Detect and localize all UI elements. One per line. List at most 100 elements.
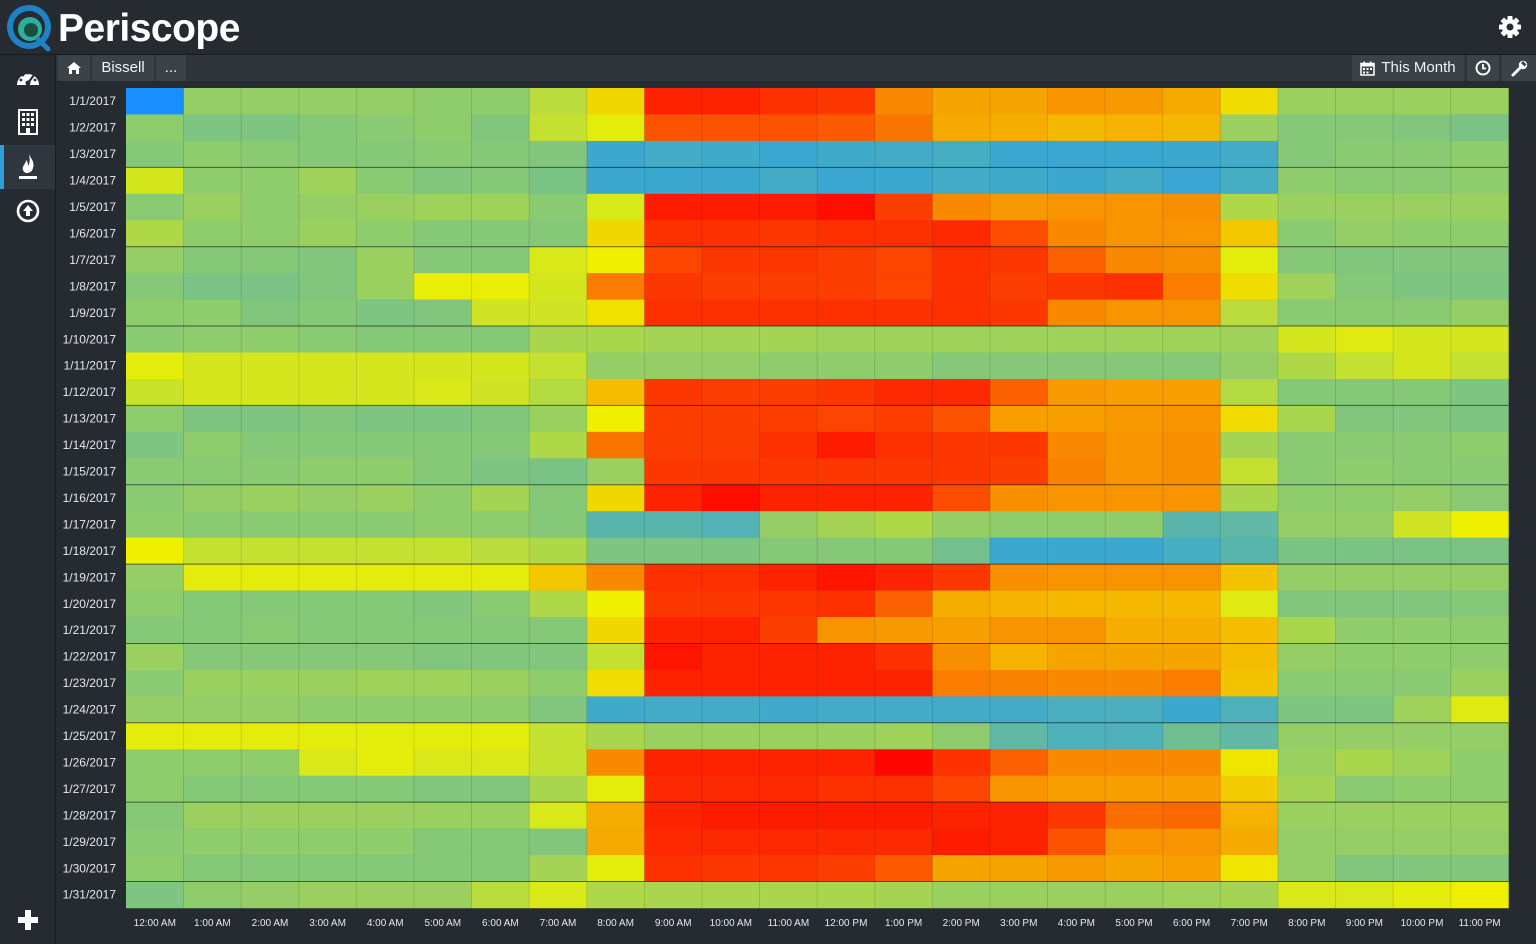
heatmap-cell[interactable] [356,802,415,829]
heatmap-cell[interactable] [932,352,991,380]
heatmap-cell[interactable] [874,855,933,882]
heatmap-cell[interactable] [817,405,876,433]
heatmap-cell[interactable] [1105,564,1164,591]
heatmap-cell[interactable] [702,193,760,221]
heatmap-cell[interactable] [644,88,703,115]
heatmap-cell[interactable] [1335,114,1394,142]
heatmap-cell[interactable] [1162,617,1221,644]
heatmap-cell[interactable] [1105,246,1164,274]
breadcrumb-home[interactable] [58,55,90,81]
heatmap-cell[interactable] [1393,564,1452,591]
heatmap-cell[interactable] [1220,167,1279,195]
heatmap-cell[interactable] [529,590,588,618]
heatmap-cell[interactable] [759,855,818,882]
heatmap-cell[interactable] [183,220,242,247]
heatmap-cell[interactable] [990,405,1048,433]
heatmap-cell[interactable] [298,775,357,803]
heatmap-cell[interactable] [932,722,991,750]
heatmap-cell[interactable] [644,352,703,380]
heatmap-cell[interactable] [702,881,760,909]
heatmap-cell[interactable] [932,511,991,538]
heatmap-cell[interactable] [529,511,588,538]
heatmap-cell[interactable] [817,617,876,644]
heatmap-cell[interactable] [990,802,1048,829]
heatmap-cell[interactable] [414,802,472,829]
heatmap-cell[interactable] [126,511,184,538]
heatmap-cell[interactable] [1105,352,1164,380]
heatmap-cell[interactable] [1162,114,1221,142]
heatmap-cell[interactable] [702,828,760,856]
heatmap-cell[interactable] [586,722,645,750]
heatmap-cell[interactable] [183,273,242,300]
heatmap-cell[interactable] [990,511,1048,538]
heatmap-cell[interactable] [1047,775,1106,803]
heatmap-cell[interactable] [1220,352,1279,380]
heatmap-cell[interactable] [1278,669,1336,697]
heatmap-cell[interactable] [126,378,184,406]
heatmap-cell[interactable] [471,246,530,274]
heatmap-cell[interactable] [759,246,818,274]
heatmap-cell[interactable] [1105,193,1164,221]
heatmap-cell[interactable] [529,405,588,433]
heatmap-cell[interactable] [1278,828,1336,856]
heatmap-cell[interactable] [126,458,184,486]
heatmap-cell[interactable] [1278,246,1336,274]
heatmap-cell[interactable] [529,167,588,195]
heatmap-cell[interactable] [702,511,760,538]
heatmap-cell[interactable] [932,326,991,353]
heatmap-cell[interactable] [1278,537,1336,565]
heatmap-cell[interactable] [1278,405,1336,433]
heatmap-cell[interactable] [298,590,357,618]
heatmap-cell[interactable] [1335,590,1394,618]
heatmap-cell[interactable] [241,696,300,724]
heatmap-cell[interactable] [1047,802,1106,829]
heatmap-cell[interactable] [1105,590,1164,618]
heatmap-cell[interactable] [414,511,472,538]
heatmap-cell[interactable] [874,405,933,433]
heatmap-cell[interactable] [759,564,818,591]
heatmap-cell[interactable] [1047,484,1106,512]
heatmap-cell[interactable] [990,484,1048,512]
heatmap-cell[interactable] [644,669,703,697]
heatmap-cell[interactable] [471,220,530,247]
heatmap-cell[interactable] [1105,749,1164,776]
heatmap-cell[interactable] [759,193,818,221]
heatmap-cell[interactable] [1162,511,1221,538]
heatmap-cell[interactable] [1450,775,1509,803]
heatmap-cell[interactable] [644,193,703,221]
heatmap-cell[interactable] [1393,458,1452,486]
heatmap-cell[interactable] [1335,352,1394,380]
heatmap-cell[interactable] [1220,193,1279,221]
heatmap-cell[interactable] [644,140,703,168]
heatmap-cell[interactable] [759,775,818,803]
heatmap-cell[interactable] [932,114,991,142]
heatmap-cell[interactable] [932,246,991,274]
heatmap-cell[interactable] [1105,669,1164,697]
breadcrumb-item-bissell[interactable]: Bissell [92,55,154,81]
heatmap-cell[interactable] [586,669,645,697]
breadcrumb-more[interactable]: ... [156,55,186,81]
heatmap-cell[interactable] [1105,696,1164,724]
heatmap-cell[interactable] [990,749,1048,776]
heatmap-cell[interactable] [356,299,415,327]
heatmap-cell[interactable] [1450,564,1509,591]
heatmap-cell[interactable] [241,722,300,750]
heatmap-cell[interactable] [298,378,357,406]
heatmap-cell[interactable] [414,696,472,724]
heatmap-cell[interactable] [414,431,472,459]
heatmap-cell[interactable] [126,352,184,380]
heatmap-cell[interactable] [1335,802,1394,829]
heatmap-cell[interactable] [1278,431,1336,459]
heatmap-cell[interactable] [932,881,991,909]
heatmap-cell[interactable] [471,722,530,750]
heatmap-cell[interactable] [990,828,1048,856]
heatmap-cell[interactable] [1393,140,1452,168]
heatmap-cell[interactable] [874,458,933,486]
heatmap-cell[interactable] [759,537,818,565]
heatmap-cell[interactable] [241,140,300,168]
heatmap-cell[interactable] [1335,484,1394,512]
heatmap-cell[interactable] [1162,167,1221,195]
sidebar-item-dashboards[interactable] [0,56,55,100]
heatmap-cell[interactable] [126,643,184,671]
heatmap-cell[interactable] [471,326,530,353]
